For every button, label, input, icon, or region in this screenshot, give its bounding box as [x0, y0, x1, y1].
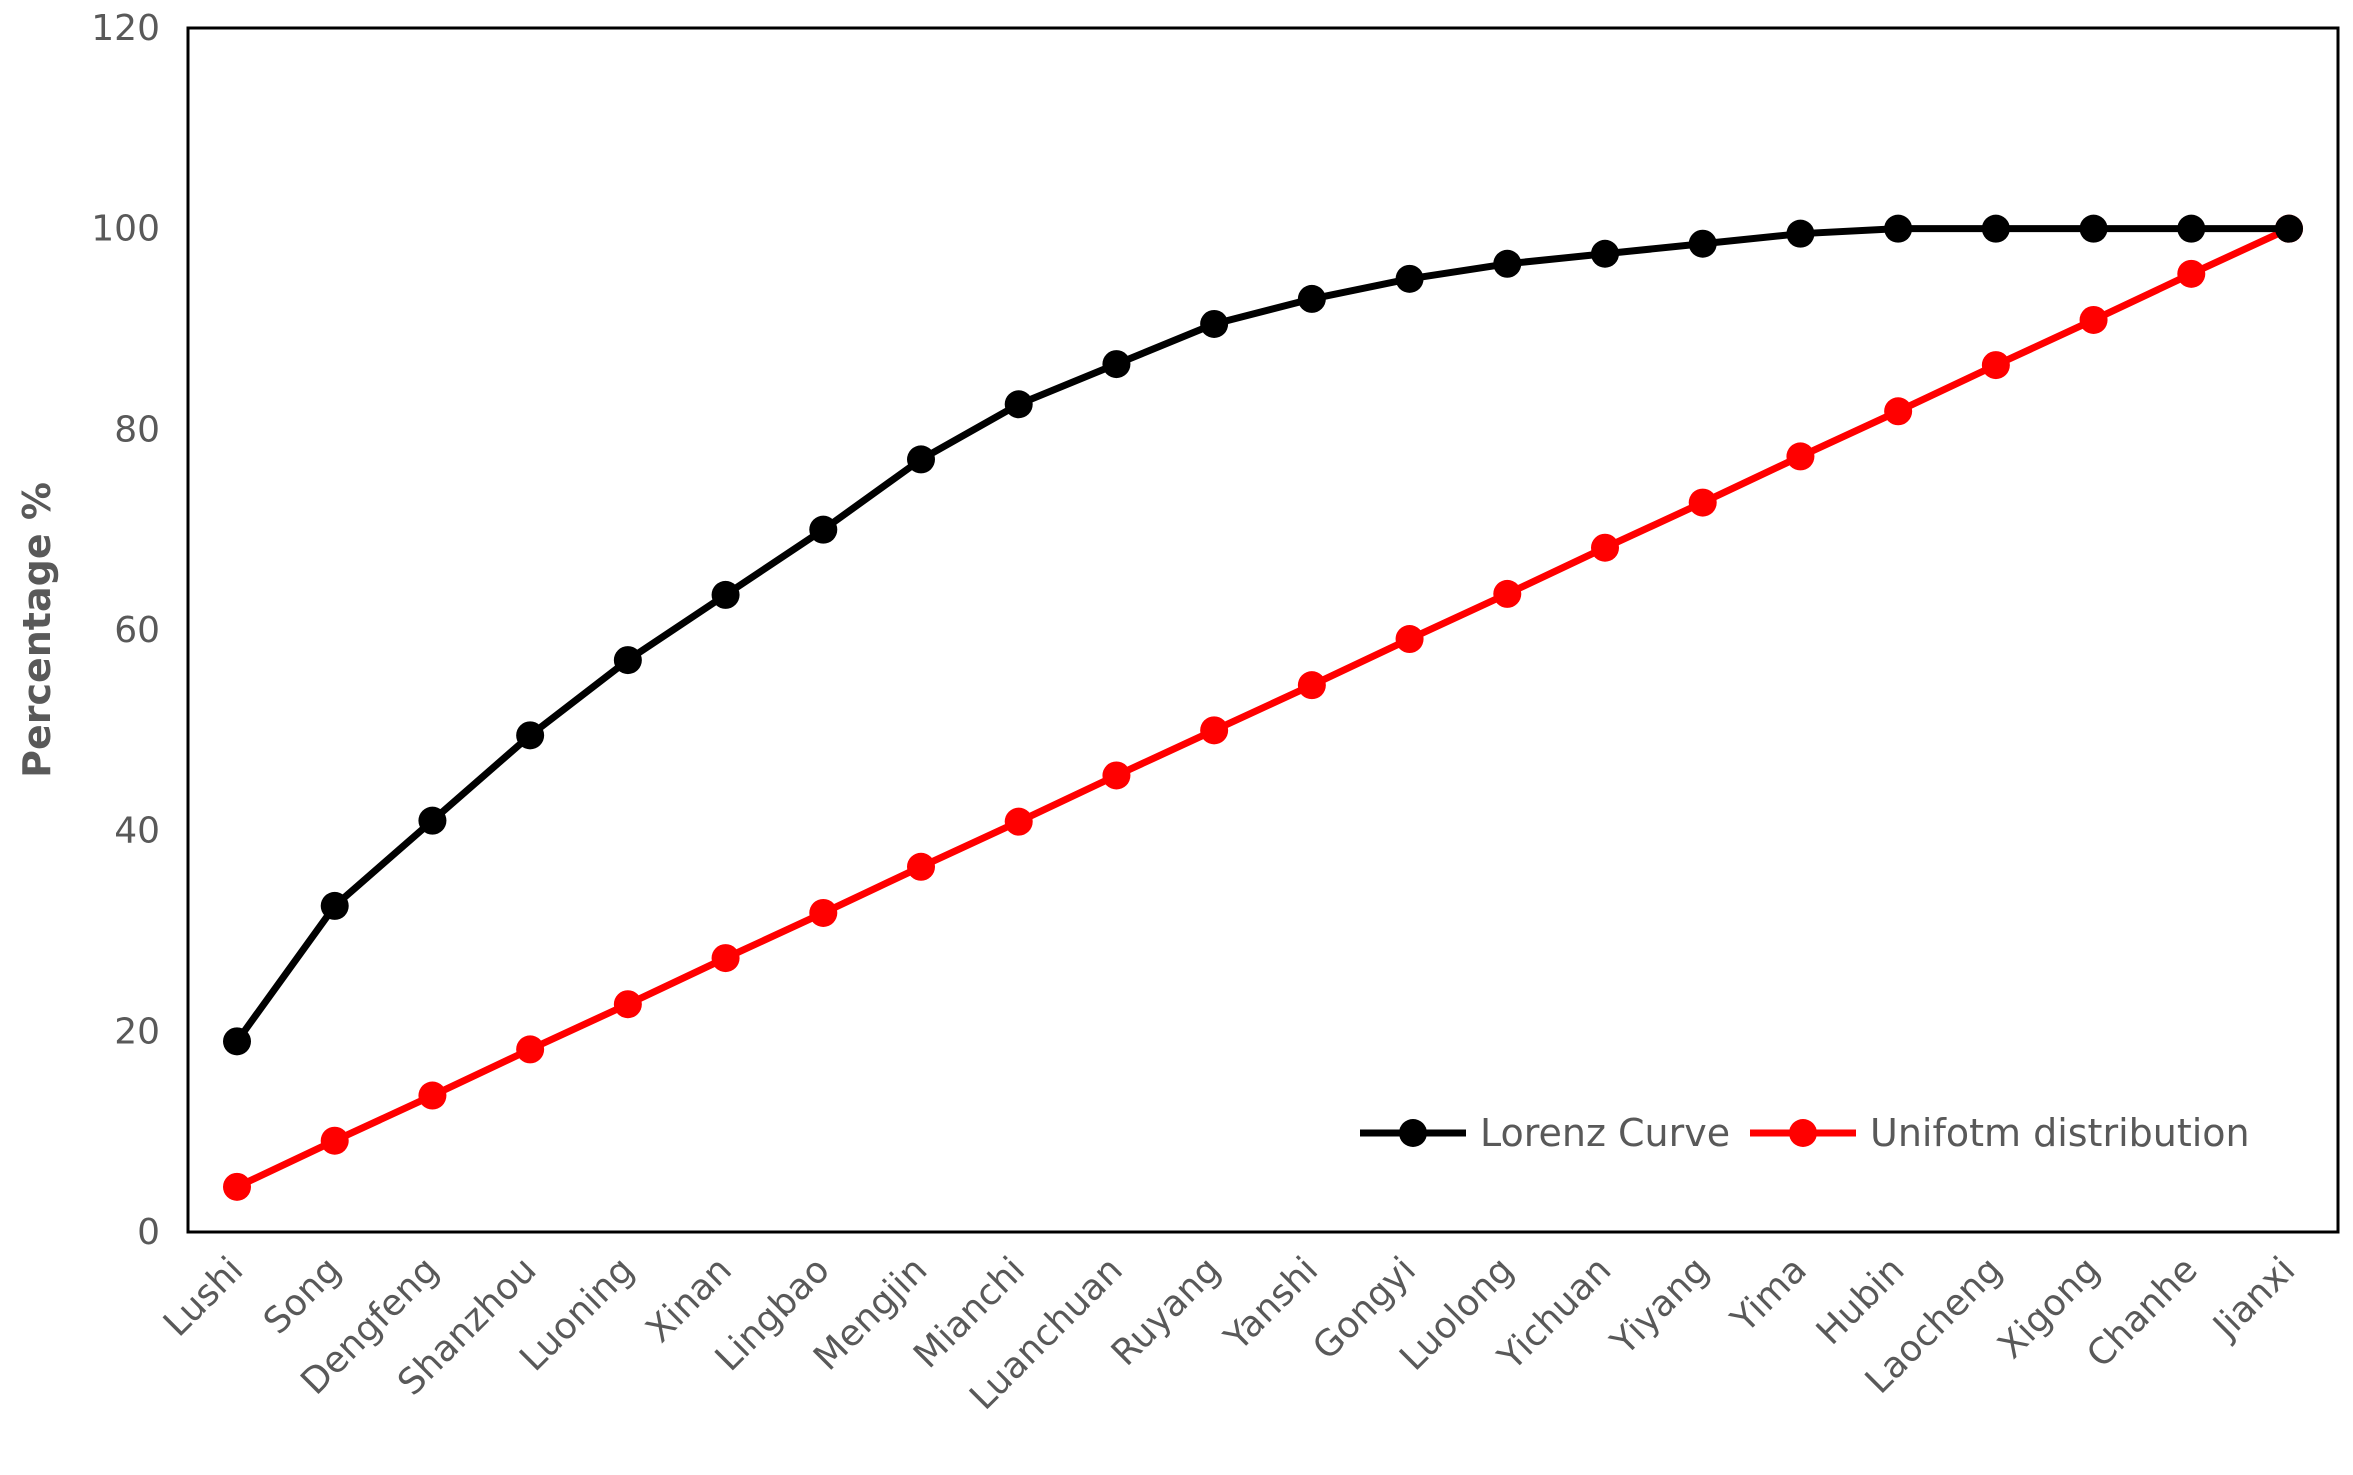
data-point [1884, 214, 1913, 243]
y-tick-label: 100 [91, 209, 160, 250]
data-point [418, 1081, 447, 1110]
data-point [1200, 716, 1229, 745]
data-point [418, 806, 447, 835]
data-point [223, 1172, 251, 1201]
data-point [907, 852, 935, 881]
data-point [320, 1126, 349, 1155]
data-point [809, 898, 838, 927]
data-point [711, 944, 740, 973]
data-point [2177, 214, 2206, 243]
data-point [1395, 264, 1424, 293]
legend-marker [1789, 1119, 1817, 1147]
data-point [1102, 761, 1131, 790]
y-axis-ticks: 0 20 40 60 80 100 120 [91, 8, 160, 1253]
data-point [1591, 533, 1619, 562]
data-point [2079, 214, 2108, 243]
data-point [613, 990, 642, 1019]
x-tick-label: Ruyang [1104, 1249, 1229, 1374]
data-point [1297, 284, 1326, 313]
legend: Lorenz Curve Unifotm distribution [1360, 1111, 2250, 1155]
x-tick-label: Chanhe [2079, 1249, 2205, 1375]
legend-marker [1399, 1119, 1427, 1147]
data-point [516, 721, 545, 750]
data-point [1688, 229, 1717, 258]
data-point [2177, 259, 2206, 288]
data-point [2079, 305, 2108, 334]
x-axis-ticks: Lushi SongDengfengShanzhouLuoningXinanLin… [156, 1249, 2303, 1418]
series-lorenz-curve [223, 214, 2303, 1056]
data-point [1297, 671, 1326, 700]
y-tick-label: 60 [114, 610, 160, 651]
data-point [1981, 351, 2010, 380]
data-point [223, 1027, 251, 1056]
y-tick-label: 40 [114, 811, 160, 852]
data-point [320, 891, 349, 920]
series-line [233, 225, 2293, 1191]
x-tick-label: Lushi [156, 1249, 251, 1344]
y-axis-title: Percentage % [15, 482, 59, 778]
y-tick-label: 20 [114, 1011, 160, 1052]
data-point [1786, 219, 1815, 248]
data-point [907, 445, 935, 474]
data-point [1004, 390, 1033, 419]
y-tick-label: 0 [137, 1212, 160, 1253]
data-point [1493, 249, 1522, 278]
x-tick-label: Song [256, 1249, 349, 1342]
series-line [233, 225, 2293, 1045]
series-uniform-distribution [223, 214, 2303, 1201]
y-tick-label: 120 [91, 8, 160, 49]
x-tick-label: Jianxi [2205, 1249, 2304, 1348]
legend-label: Unifotm distribution [1870, 1111, 2250, 1155]
x-tick-label: Yiyang [1603, 1249, 1717, 1363]
data-point [1786, 442, 1815, 471]
legend-label: Lorenz Curve [1480, 1111, 1730, 1155]
y-tick-label: 80 [114, 409, 160, 450]
data-point [1200, 309, 1229, 338]
data-point [516, 1035, 545, 1064]
data-point [1102, 350, 1131, 379]
data-point [1884, 397, 1913, 426]
data-point [1591, 239, 1619, 268]
data-point [1004, 807, 1033, 836]
data-point [1395, 625, 1424, 654]
data-point [1688, 488, 1717, 517]
plot-area-frame [186, 26, 2340, 1234]
data-point [809, 515, 838, 544]
x-tick-label: Yima [1723, 1249, 1815, 1341]
data-point [1493, 579, 1522, 608]
data-point [711, 580, 740, 609]
data-point [1981, 214, 2010, 243]
data-point [2275, 214, 2303, 243]
series-layer [223, 214, 2303, 1201]
data-point [613, 646, 642, 675]
